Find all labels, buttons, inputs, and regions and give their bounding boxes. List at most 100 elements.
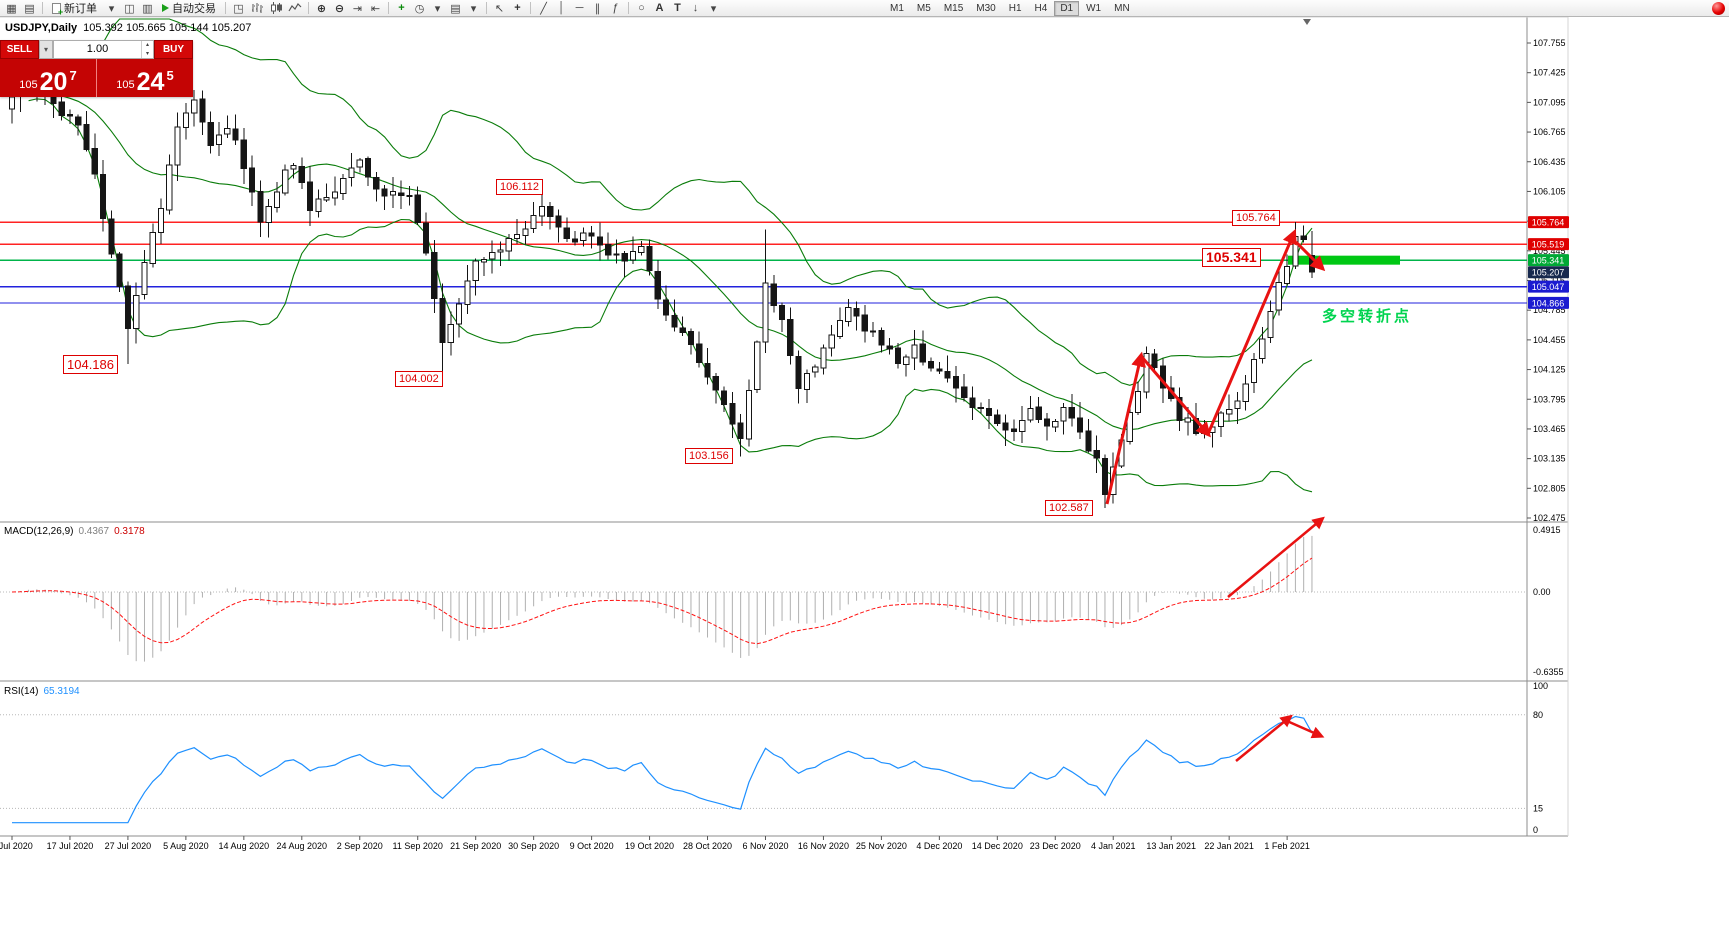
toolbar-separator (388, 2, 389, 14)
cursor-icon[interactable]: ↖ (494, 2, 505, 15)
bid-prefix: 105 (19, 79, 38, 91)
zoom-out-icon[interactable]: ⊖ (334, 2, 345, 15)
chart-shift-icon[interactable]: ⇤ (370, 2, 381, 15)
rsi-indicator-title: RSI(14) 65.3194 (4, 686, 80, 697)
horizontal-line-tool-icon[interactable]: ─ (575, 2, 584, 14)
price-callout[interactable]: 104.186 (63, 355, 118, 374)
svg-text:14 Aug 2020: 14 Aug 2020 (219, 841, 270, 851)
svg-text:-0.6355: -0.6355 (1533, 667, 1564, 677)
svg-text:4 Dec 2020: 4 Dec 2020 (916, 841, 962, 851)
autoscroll-icon[interactable]: ⇥ (352, 2, 363, 15)
ea-window-icon[interactable]: ◫ (124, 2, 135, 15)
toolbar-separator (486, 2, 487, 14)
svg-text:5 Aug 2020: 5 Aug 2020 (163, 841, 209, 851)
text-label-tool-icon[interactable]: T (674, 2, 681, 14)
price-callout[interactable]: 104.002 (395, 371, 443, 387)
highlight-zone[interactable] (1288, 255, 1400, 265)
svg-text:16 Nov 2020: 16 Nov 2020 (798, 841, 849, 851)
svg-text:24 Aug 2020: 24 Aug 2020 (277, 841, 328, 851)
svg-text:104.455: 104.455 (1533, 335, 1566, 345)
toolbar-separator (530, 2, 531, 14)
buy-price-button[interactable]: 105 24 5 (97, 59, 193, 97)
svg-text:9 Oct 2020: 9 Oct 2020 (570, 841, 614, 851)
crosshair-icon[interactable]: + (514, 2, 521, 14)
shapes-tool-icon[interactable]: ○ (638, 2, 645, 14)
svg-text:106.435: 106.435 (1533, 157, 1566, 167)
volume-dropdown[interactable]: ▾ (39, 40, 53, 59)
svg-text:19 Oct 2020: 19 Oct 2020 (625, 841, 674, 851)
price-callout[interactable]: 102.587 (1045, 500, 1093, 516)
svg-text:104.785: 104.785 (1533, 305, 1566, 315)
svg-text:27 Jul 2020: 27 Jul 2020 (105, 841, 152, 851)
price-callout[interactable]: 106.112 (496, 179, 543, 195)
trend-arrows[interactable] (1105, 228, 1326, 762)
timeframe-h4[interactable]: H4 (1029, 1, 1054, 16)
trendline-tool-icon[interactable]: ╱ (540, 2, 547, 15)
svg-text:105.047: 105.047 (1532, 282, 1565, 292)
auto-trade-label: 自动交易 (172, 3, 216, 15)
vertical-line-tool-icon[interactable]: │ (558, 2, 565, 14)
arrows-tool-icon[interactable]: ↓ (692, 2, 699, 14)
new-order-button[interactable]: 新订单 (48, 1, 101, 17)
new-order-dropdown-icon[interactable]: ▾ (108, 2, 115, 15)
timeframe-m1[interactable]: M1 (884, 1, 910, 16)
timeframe-w1[interactable]: W1 (1080, 1, 1107, 16)
svg-text:103.465: 103.465 (1533, 424, 1566, 434)
timeframe-m15[interactable]: M15 (938, 1, 969, 16)
volume-input[interactable] (54, 41, 141, 58)
arrows-dropdown-icon[interactable]: ▾ (710, 2, 717, 15)
text-tool-icon[interactable]: A (655, 2, 664, 14)
svg-text:0: 0 (1533, 825, 1538, 835)
svg-text:106.765: 106.765 (1533, 127, 1566, 137)
volume-spinner: ▴ ▾ (141, 41, 153, 58)
bollinger-lower (28, 98, 1313, 493)
templates-dropdown-icon[interactable]: ▾ (470, 2, 477, 15)
cascade-windows-icon[interactable]: ◳ (233, 2, 244, 15)
timeframe-m5[interactable]: M5 (911, 1, 937, 16)
price-callout[interactable]: 105.764 (1232, 210, 1280, 226)
bar-chart-icon[interactable] (249, 1, 265, 16)
periods-icon[interactable]: ◷ (414, 2, 425, 15)
bollinger-upper (28, 18, 1313, 386)
svg-text:17 Jul 2020: 17 Jul 2020 (47, 841, 94, 851)
ea-list-icon[interactable]: ▥ (142, 2, 153, 15)
volume-up-icon[interactable]: ▴ (145, 42, 149, 48)
axis-layer: 107.755 107.425 107.095 106.765 106.435 106.1… (0, 16, 1569, 851)
periods-dropdown-icon[interactable]: ▾ (434, 2, 441, 15)
price-callout[interactable]: 105.341 (1202, 248, 1261, 267)
timeframe-d1[interactable]: D1 (1054, 0, 1080, 16)
candlestick-chart-icon[interactable] (268, 1, 284, 16)
sell-button[interactable]: SELL (0, 40, 39, 59)
macd-indicator-title: MACD(12,26,9) 0.4367 0.3178 (4, 526, 145, 537)
buy-button[interactable]: BUY (154, 40, 193, 59)
svg-text:102.475: 102.475 (1533, 513, 1566, 523)
auto-trade-button[interactable]: 自动交易 (158, 1, 220, 16)
indicators-icon[interactable]: + (398, 2, 405, 14)
svg-text:103.135: 103.135 (1533, 454, 1566, 464)
svg-text:23 Dec 2020: 23 Dec 2020 (1030, 841, 1081, 851)
ask-prefix: 105 (116, 79, 135, 91)
svg-text:1 Feb 2021: 1 Feb 2021 (1264, 841, 1310, 851)
templates-icon[interactable]: ▤ (450, 2, 461, 15)
timeframe-m30[interactable]: M30 (970, 1, 1001, 16)
price-callout[interactable]: 103.156 (685, 448, 733, 464)
svg-text:105.341: 105.341 (1532, 256, 1565, 266)
zoom-in-icon[interactable]: ⊕ (316, 2, 327, 15)
volume-box: ▴ ▾ (53, 40, 154, 59)
channel-tool-icon[interactable]: ∥ (594, 2, 601, 15)
fibonacci-tool-icon[interactable]: ƒ (612, 2, 619, 14)
svg-text:13 Jan 2021: 13 Jan 2021 (1146, 841, 1196, 851)
price-tags: 105.764 105.519 105.341 105.207 105.047 104.8… (1528, 216, 1569, 309)
new-chart-icon[interactable]: ▦ (6, 2, 17, 15)
volume-down-icon[interactable]: ▾ (145, 50, 149, 57)
record-icon[interactable] (1712, 1, 1725, 15)
one-click-trading-widget: SELL ▾ ▴ ▾ BUY 105 20 7 105 24 5 (0, 40, 193, 97)
sell-price-button[interactable]: 105 20 7 (0, 59, 97, 97)
macd-signal-value: 0.3178 (114, 526, 145, 537)
timeframe-h1[interactable]: H1 (1003, 1, 1028, 16)
line-chart-icon[interactable] (287, 1, 303, 16)
timeframe-mn[interactable]: MN (1108, 1, 1136, 16)
turning-point-annotation[interactable]: 多空转折点 (1322, 308, 1413, 325)
profiles-icon[interactable]: ▤ (24, 2, 35, 15)
